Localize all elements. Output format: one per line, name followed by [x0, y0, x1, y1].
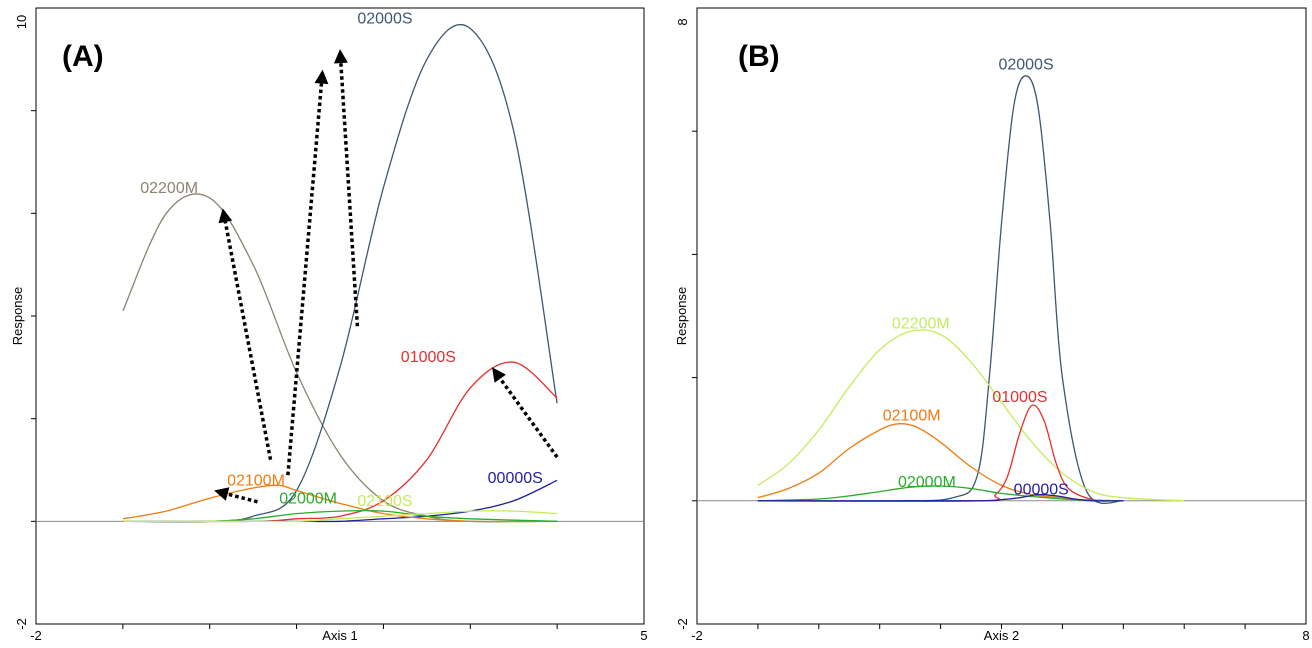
x-axis-label: Axis 1	[322, 628, 357, 643]
panel-label: (A)	[62, 40, 104, 73]
series-label-02200m: 02200M	[140, 180, 198, 197]
annotation-arrow	[227, 492, 258, 504]
y-tick-label: 10	[14, 15, 29, 29]
series-line-02000m	[757, 485, 1124, 502]
x-axis-label: Axis 2	[984, 628, 1019, 643]
series-line-02100m	[757, 422, 1124, 502]
x-tick-label: -2	[30, 628, 42, 643]
arrow-head	[214, 487, 230, 501]
arrow-head	[333, 49, 348, 64]
series-line-02000s	[757, 75, 1124, 504]
series-label-00000s: 00000S	[488, 470, 543, 487]
annotation-arrow	[286, 83, 324, 476]
series-label-02100m: 02100M	[227, 472, 285, 489]
series-line-02100s	[122, 510, 558, 523]
series-label-02100m: 02100M	[883, 408, 941, 425]
series-label-01000s: 01000S	[992, 389, 1047, 406]
series-label-02000m: 02000M	[898, 474, 956, 491]
annotation-arrow	[223, 221, 273, 461]
series-label-02200m: 02200M	[892, 315, 950, 332]
series-label-01000s: 01000S	[401, 349, 456, 366]
arrow-head	[314, 69, 329, 85]
plot-frame	[696, 7, 1307, 625]
series-label-02100s: 02100S	[357, 493, 412, 510]
panel-label: (B)	[738, 40, 780, 73]
y-tick-label: 8	[675, 18, 690, 25]
arrow-head	[492, 367, 506, 383]
series-line-01000s	[122, 361, 558, 523]
y-tick-label: -2	[675, 618, 690, 630]
y-axis-label: Response	[674, 287, 689, 346]
arrow-head	[218, 208, 233, 224]
chart-panel-a: -2 5 -2 10 Axis 1 Response (A) 02200M 02000S 0100…	[10, 7, 648, 643]
series-label-00000s: 00000S	[1014, 482, 1069, 499]
series-line-02200m	[757, 329, 1185, 502]
annotation-arrow	[498, 377, 559, 459]
chart-panel-b: -2 8 -2 8 Axis 2 Response (B) 02000S 02200M 01000…	[674, 7, 1310, 643]
series-label-02000s: 02000S	[357, 10, 412, 27]
series-line-02100m	[122, 484, 558, 523]
y-tick-label: -2	[14, 618, 29, 630]
series-label-02000m: 02000M	[279, 490, 337, 507]
x-tick-label: 8	[1302, 628, 1309, 643]
x-tick-label: -2	[691, 628, 703, 643]
series-label-02000s: 02000S	[998, 57, 1053, 74]
y-axis-label: Response	[10, 287, 25, 346]
series-line-00000s	[757, 493, 1124, 502]
annotation-arrow	[339, 62, 360, 327]
series-line-02000s	[122, 23, 558, 523]
plot-frame	[35, 7, 645, 625]
x-tick-label: 5	[640, 628, 647, 643]
